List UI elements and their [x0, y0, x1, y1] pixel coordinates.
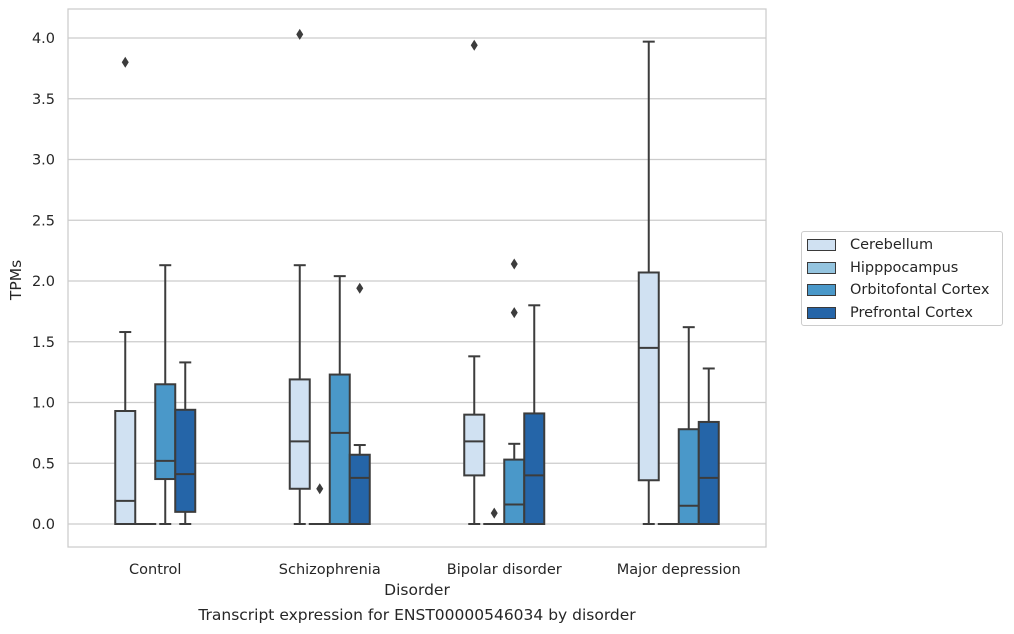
legend-item: Prefrontal Cortex	[807, 303, 973, 323]
x-tick-label: Bipolar disorder	[447, 562, 562, 578]
x-tick-labels: Control Schizophrenia Bipolar disorder Majo…	[129, 562, 741, 578]
box-body	[463, 413, 486, 477]
box-3-2	[523, 304, 546, 525]
y-tick-label: 2.0	[32, 274, 55, 290]
x-axis-title: Disorder	[384, 581, 450, 599]
legend-swatch	[807, 284, 836, 297]
legend: Cerebellum Hipppocampus Orbitofontal Corte…	[801, 231, 1003, 326]
outlier-marker	[510, 258, 518, 270]
chart-caption: Transcript expression for ENST0000054603…	[198, 606, 636, 624]
box-3-1	[348, 282, 371, 525]
box-1-1	[308, 483, 331, 526]
box-2-2	[503, 258, 526, 526]
outlier-marker	[316, 483, 324, 495]
legend-label: Prefrontal Cortex	[850, 305, 973, 322]
box-1-2	[483, 507, 506, 526]
legend-item: Cerebellum	[807, 235, 933, 255]
y-tick-label: 1.5	[32, 335, 55, 351]
box-body	[288, 378, 311, 490]
x-tick-label: Major depression	[617, 562, 741, 578]
box-2-3	[677, 326, 700, 526]
outlier-marker	[510, 307, 518, 319]
outlier-marker	[490, 507, 498, 519]
y-tick-label: 2.5	[32, 213, 55, 229]
box-0-2	[463, 39, 486, 525]
box-body	[697, 420, 720, 525]
y-tick-label: 0.0	[32, 517, 55, 533]
legend-swatch	[807, 261, 836, 274]
box-body	[154, 383, 177, 481]
box-0-3	[637, 40, 660, 525]
legend-item: Hipppocampus	[807, 258, 958, 278]
box-body	[348, 453, 371, 525]
y-tick-label: 3.0	[32, 153, 55, 169]
legend-swatch	[807, 307, 836, 320]
y-tick-label: 3.5	[32, 92, 55, 108]
box-body	[523, 412, 546, 525]
y-tick-labels: 0.0 0.5 1.0 1.5 2.0 2.5 3.0 3.5 4.0	[32, 31, 55, 533]
outlier-marker	[470, 39, 478, 51]
outlier-marker	[121, 56, 129, 68]
box-body	[503, 458, 526, 526]
legend-label: Orbitofontal Cortex	[850, 282, 990, 299]
legend-swatch	[807, 239, 836, 251]
legend-item: Orbitofontal Cortex	[807, 280, 989, 300]
y-tick-label: 0.5	[32, 456, 55, 472]
box-body	[174, 408, 197, 513]
plot-frame	[67, 8, 767, 548]
box-2-0	[154, 264, 177, 525]
box-0-1	[288, 28, 311, 525]
box-body	[637, 271, 660, 482]
x-tick-label: Control	[129, 562, 181, 578]
box-body	[114, 410, 137, 526]
box-2-1	[328, 275, 351, 525]
y-tick-label: 4.0	[32, 31, 55, 47]
x-tick-label: Schizophrenia	[279, 562, 381, 578]
box-3-3	[697, 367, 720, 525]
outlier-marker	[296, 28, 304, 40]
legend-label: Cerebellum	[850, 237, 934, 253]
outlier-marker	[356, 282, 364, 294]
legend-label: Hipppocampus	[850, 259, 959, 276]
box-3-0	[174, 361, 197, 525]
box-layer	[114, 28, 720, 526]
box-body	[677, 428, 700, 526]
y-tick-label: 1.0	[32, 396, 55, 412]
y-axis-title: TPMs	[7, 260, 25, 301]
box-body	[328, 373, 351, 525]
box-0-0	[114, 56, 137, 526]
